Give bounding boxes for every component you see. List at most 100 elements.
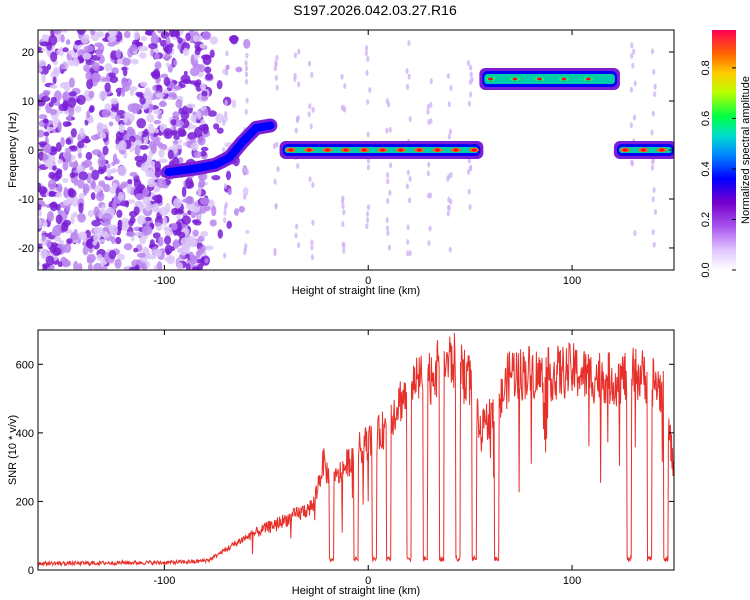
- noise-blob: [96, 122, 104, 133]
- streak-blob: [650, 129, 654, 136]
- noise-blob: [171, 207, 179, 216]
- noise-blob: [68, 50, 75, 56]
- streak-blob: [633, 230, 637, 237]
- streak-blob: [368, 86, 372, 93]
- streak-blob: [632, 48, 636, 55]
- noise-blob: [118, 123, 125, 133]
- noise-blob: [108, 121, 114, 127]
- streak-blob: [222, 119, 226, 126]
- noise-blob: [62, 47, 69, 53]
- noise-blob: [158, 158, 168, 163]
- streak-blob: [446, 73, 450, 80]
- noise-blob: [211, 205, 217, 217]
- noise-blob: [150, 71, 160, 78]
- noise-blob: [211, 174, 221, 181]
- streak-blob: [467, 157, 471, 164]
- streak-blob: [652, 91, 657, 98]
- streak-blob: [294, 232, 298, 239]
- noise-blob: [76, 30, 86, 35]
- noise-blob: [61, 221, 69, 232]
- colorbar-tick-label: 0.4: [700, 161, 712, 176]
- noise-blob: [116, 253, 125, 261]
- noise-blob: [57, 121, 62, 133]
- streak-blob: [405, 68, 409, 75]
- noise-blob: [178, 156, 184, 165]
- noise-blob: [152, 232, 161, 239]
- noise-blob: [95, 191, 105, 202]
- noise-blob: [118, 184, 126, 190]
- noise-blob: [177, 127, 186, 137]
- noise-blob: [203, 108, 209, 117]
- noise-blob: [107, 35, 117, 42]
- streak-blob: [447, 173, 451, 180]
- noise-blob: [115, 131, 123, 141]
- streak-blob: [243, 249, 247, 256]
- streak-blob: [629, 86, 634, 93]
- streak-blob: [365, 223, 369, 230]
- streak-blob: [342, 247, 346, 254]
- bottom-ylabel: SNR (10 * v/v): [7, 415, 19, 485]
- noise-blob: [128, 135, 136, 143]
- streak-blob: [310, 244, 314, 251]
- streak-blob: [224, 201, 228, 208]
- bottom-ytick-label: 0: [28, 565, 34, 577]
- noise-blob: [38, 59, 47, 67]
- noise-blob: [62, 177, 69, 183]
- noise-blob: [78, 202, 84, 214]
- noise-blob: [134, 144, 141, 156]
- streak-blob: [427, 240, 431, 247]
- streak-blob: [407, 40, 411, 47]
- noise-blob: [94, 133, 102, 140]
- noise-blob: [101, 108, 112, 118]
- streak-blob: [653, 208, 658, 215]
- track-peak: [585, 77, 591, 81]
- noise-blob: [65, 39, 71, 46]
- streak-blob: [365, 69, 369, 76]
- noise-blob: [38, 129, 45, 138]
- noise-blob: [42, 263, 50, 268]
- noise-blob: [63, 186, 69, 197]
- noise-blob: [142, 153, 148, 163]
- noise-blob: [196, 110, 202, 120]
- noise-blob: [148, 43, 158, 50]
- streak-blob: [650, 48, 655, 55]
- streak-blob: [406, 250, 410, 257]
- noise-blob: [141, 225, 149, 237]
- noise-blob: [169, 30, 175, 38]
- noise-blob: [68, 189, 77, 198]
- noise-blob: [194, 48, 201, 56]
- noise-blob: [50, 51, 58, 63]
- noise-blob: [154, 167, 162, 178]
- noise-blob: [137, 131, 143, 137]
- streak-blob: [365, 210, 370, 217]
- noise-blob: [123, 112, 131, 118]
- noise-blob: [134, 264, 140, 270]
- top-ylabel: Frequency (Hz): [7, 112, 19, 188]
- noise-blob: [199, 43, 206, 49]
- noise-blob: [144, 200, 152, 212]
- noise-blob: [140, 35, 148, 42]
- streak-blob: [366, 164, 370, 171]
- noise-blob: [54, 235, 62, 242]
- streak-blob: [385, 127, 389, 134]
- noise-blob: [243, 38, 251, 49]
- noise-blob: [38, 243, 43, 249]
- noise-blob: [175, 30, 180, 39]
- noise-blob: [185, 103, 196, 109]
- noise-blob: [107, 41, 116, 47]
- noise-blob: [178, 231, 186, 239]
- streak-blob: [364, 45, 369, 52]
- noise-blob: [55, 169, 63, 180]
- noise-blob: [181, 42, 191, 51]
- noise-blob: [102, 145, 109, 156]
- streak-blob: [650, 164, 655, 171]
- streak-blob: [446, 210, 450, 217]
- noise-blob: [127, 103, 137, 113]
- noise-blob: [136, 252, 147, 258]
- streak-blob: [388, 126, 392, 133]
- streak-blob: [244, 108, 248, 115]
- noise-blob: [231, 99, 237, 108]
- noise-blob: [153, 198, 162, 203]
- noise-blob: [110, 236, 116, 245]
- streak-blob: [447, 196, 451, 203]
